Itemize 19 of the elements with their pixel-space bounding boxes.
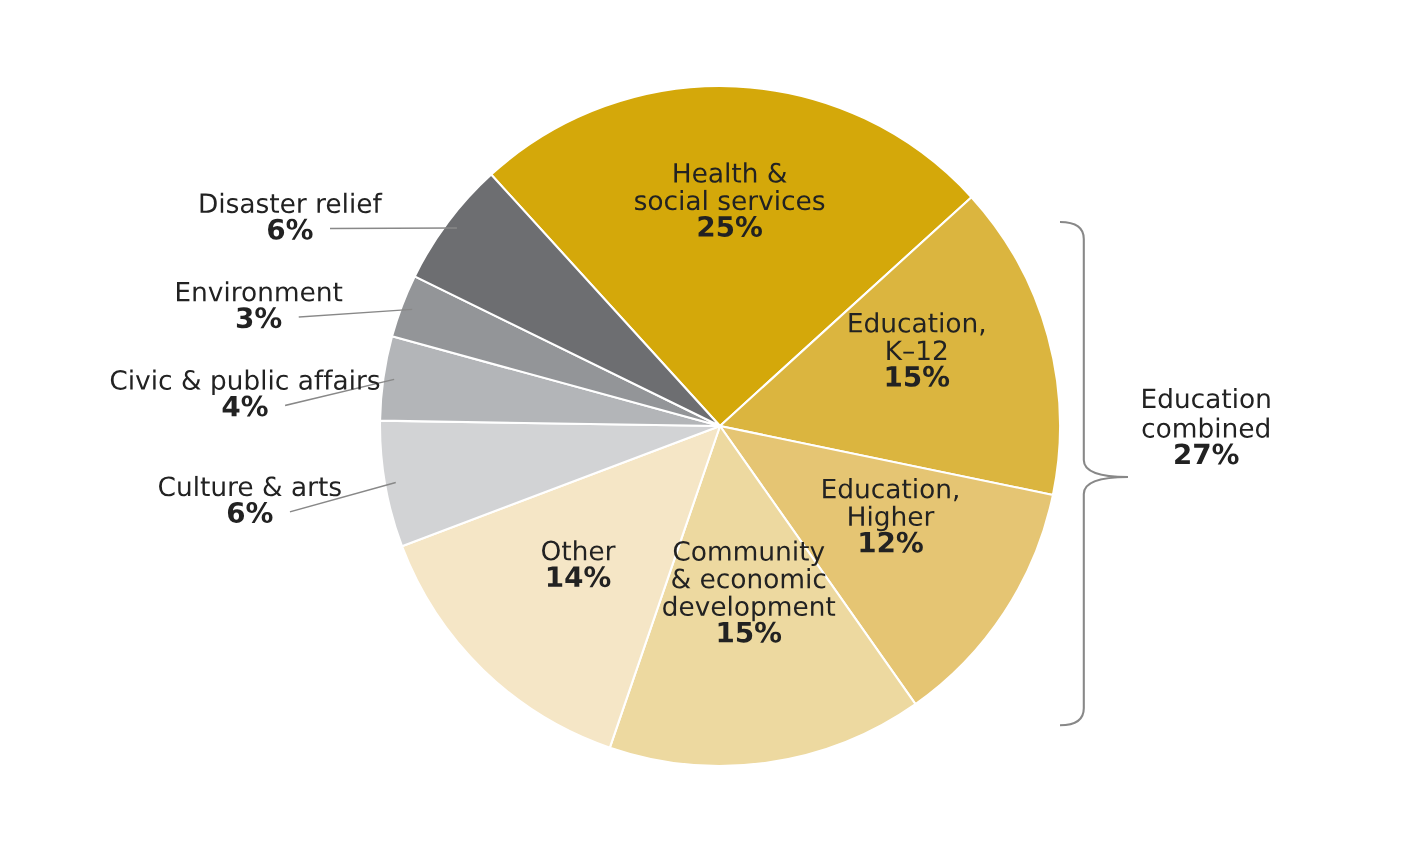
data-label: 4%: [222, 395, 268, 417]
slice-label: Other: [542, 540, 616, 561]
data-label: 3%: [236, 307, 282, 329]
data-label: 15%: [886, 365, 950, 387]
slice-label: Culture & arts: [159, 475, 341, 497]
slice-label: Education, K–12: [849, 312, 985, 360]
data-label: 25%: [698, 215, 762, 237]
data-label: 14%: [547, 566, 611, 588]
slice-label: Education, Higher: [823, 478, 958, 532]
slice-label: Civic & public affairs: [110, 369, 380, 396]
slice-label: Environment: [177, 281, 343, 302]
slice-label: Disaster relief: [200, 192, 383, 214]
data-label: 6%: [268, 218, 313, 240]
data-label: 6%: [227, 501, 273, 523]
data-label: 12%: [860, 531, 923, 553]
data-label: 15%: [718, 621, 782, 643]
slice-label: Community & economic development: [663, 540, 836, 622]
slice-label: Health & social services: [635, 162, 825, 211]
text: Education combined 27%: [1142, 387, 1270, 465]
